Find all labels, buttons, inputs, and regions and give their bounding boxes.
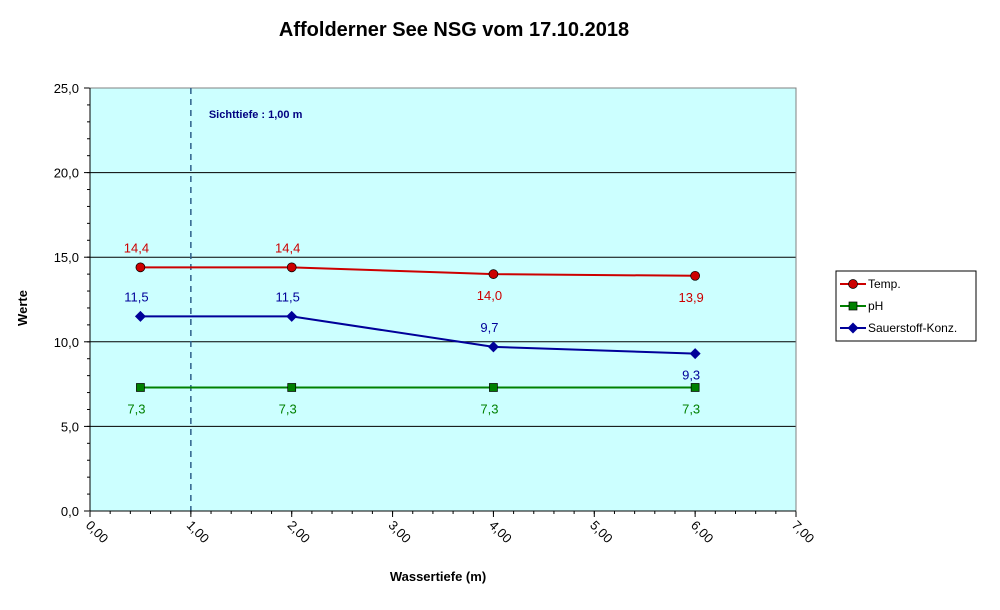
series-line [140,266,696,277]
data-label: 14,4 [124,240,149,255]
y-tick-label: 0,0 [61,504,79,519]
legend-label: Temp. [868,277,901,291]
legend-label: Sauerstoff-Konz. [868,321,957,335]
data-label: 14,4 [275,240,300,255]
y-tick-label: 10,0 [54,335,79,350]
data-point [287,383,297,392]
y-tick-label: 20,0 [54,166,79,181]
data-label: 7,3 [480,401,498,416]
data-label: 7,3 [279,401,297,416]
data-label: 13,9 [678,290,703,305]
data-point [690,383,700,392]
data-point [134,310,146,322]
legend-label: pH [868,299,883,313]
data-label: 11,5 [124,289,148,304]
y-axis-title: Werte [15,290,30,326]
data-label: 7,3 [682,401,700,416]
legend-marker [847,322,859,334]
y-tick-label: 15,0 [54,250,79,265]
data-point [487,341,499,353]
data-point [488,269,499,279]
series-2: 11,5 11,5 9,7 9,3 [124,289,701,383]
y-tick-label: 25,0 [54,81,79,96]
data-point [286,262,297,273]
data-label: 9,3 [682,368,700,383]
legend-marker [848,279,858,289]
data-point [689,348,701,360]
data-point [286,310,298,322]
data-point [690,270,700,281]
data-label: 11,5 [276,289,300,304]
x-tick-label: 2,00 [285,518,314,547]
series-line [140,315,696,355]
x-tick-label: 3,00 [385,518,414,547]
x-axis-title: Wassertiefe (m) [390,569,486,584]
x-tick-label: 1,00 [184,518,213,547]
data-label: 7,3 [127,401,145,416]
legend-marker [848,301,858,311]
series-1: 7,3 7,3 7,3 7,3 [127,383,700,416]
x-tick-label: 6,00 [688,518,717,547]
x-tick-label: 4,00 [486,518,515,547]
y-tick-label: 5,0 [61,419,79,434]
data-point [135,262,146,273]
x-tick-label: 5,00 [587,518,616,547]
data-point [136,383,145,392]
plot-area: 0,0 5,0 10,0 15,0 20,0 25,0 0,00 1,00 2,00 3,00 4,… [54,81,818,546]
data-point [489,383,498,392]
series-0: 14,4 14,4 14,0 13,9 [124,240,704,304]
legend: Temp. pH Sauerstoff-Konz. [835,270,977,342]
plot-background [90,88,796,511]
data-label: 14,0 [477,288,502,303]
x-tick-label: 7,00 [789,518,818,547]
x-tick-label: 0,00 [83,518,112,547]
chart-title: Affolderner See NSG vom 17.10.2018 [279,19,629,41]
secchi-depth-annotation: Sichttiefe : 1,00 m [209,109,303,121]
data-label: 9,7 [480,320,498,335]
